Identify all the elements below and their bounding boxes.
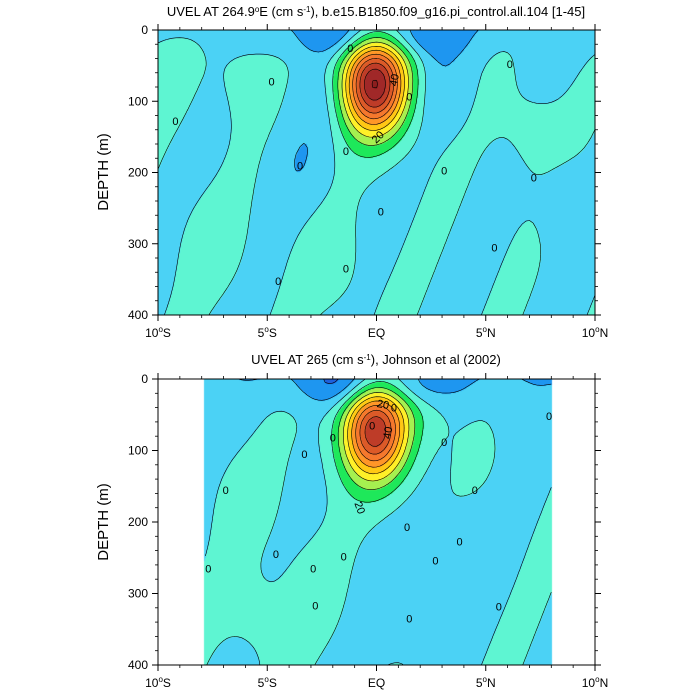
contour-label: 0 [406, 91, 412, 103]
chart-title: UVEL AT 264.9oE (cm s-1), b.e15.B1850.f0… [167, 4, 585, 19]
contour-label: 0 [297, 160, 303, 172]
contour-line [157, 29, 596, 316]
contour-label: 0 [347, 43, 353, 55]
contour-label: 0 [404, 522, 410, 534]
y-tick-label: 300 [128, 587, 148, 601]
contour-line [359, 409, 392, 455]
x-tick-label: EQ [368, 326, 385, 340]
contour-line [341, 41, 409, 138]
contour-label: 0 [472, 485, 478, 497]
contour-line [337, 37, 414, 146]
contour-line [364, 416, 387, 447]
contour-line [364, 68, 386, 101]
contour-label: 40 [381, 426, 395, 440]
chart-title: UVEL AT 265 (cm s-1), Johnson et al (200… [251, 352, 501, 367]
x-tick-label: 5oN [476, 675, 496, 690]
contour-line [371, 80, 378, 89]
contour-label: 0 [441, 165, 447, 177]
contour-label: 0 [269, 76, 275, 88]
contour-label: 0 [432, 556, 438, 568]
x-tick-label: 10oN [582, 675, 608, 690]
x-tick-label: 10oS [145, 675, 171, 690]
contour-label: 0 [341, 551, 347, 563]
contour-fill [158, 379, 595, 665]
contour-label: 0 [441, 437, 447, 449]
contour-line [331, 381, 424, 503]
contour-label: 0 [172, 116, 178, 128]
x-tick-label: 5oS [258, 675, 277, 690]
contour-label: 0 [273, 549, 279, 561]
contour-line [290, 29, 479, 172]
y-tick-label: 100 [128, 444, 148, 458]
contour-label: 0 [301, 449, 307, 461]
contour-label: 0 [496, 601, 502, 613]
contour-label: 0 [223, 485, 229, 497]
contour-line [332, 31, 419, 158]
x-axis: 10oS 5oS EQ 5oN 10oN [145, 373, 608, 690]
panel-model: UVEL AT 264.9oE (cm s-1), b.e15.B1850.f0… [95, 4, 608, 340]
contour-label: 40 [388, 73, 402, 87]
contour-label: 0 [406, 614, 412, 626]
contour-line [323, 378, 339, 384]
y-axis-label: DEPTH (m) [95, 133, 112, 211]
y-tick-label: 200 [128, 166, 148, 180]
contour-line [347, 396, 405, 475]
contour-line [355, 405, 396, 462]
contour-line [205, 378, 552, 666]
contour-label: 0 [343, 146, 349, 158]
contour-label: 0 [378, 207, 384, 219]
contour-line [343, 392, 410, 482]
contour-label: 0 [369, 420, 375, 432]
contour-label: 0 [310, 563, 316, 575]
contour-line [337, 387, 416, 490]
x-tick-label: 5oN [476, 325, 496, 340]
y-tick-label: 400 [128, 308, 148, 322]
y-tick-label: 0 [141, 372, 148, 386]
y-tick-label: 200 [128, 515, 148, 529]
contour-line [352, 53, 398, 120]
panel-observed: UVEL AT 265 (cm s-1), Johnson et al (200… [95, 352, 608, 690]
contour-label: 0 [546, 411, 552, 423]
contour-line [355, 58, 395, 114]
x-tick-label: 10oN [582, 325, 608, 340]
contour-fill [158, 30, 595, 315]
contour-line [359, 62, 391, 108]
contour-label: 0 [205, 563, 211, 575]
contour-label: 0 [456, 536, 462, 548]
contour-label: 20 [351, 500, 366, 516]
x-tick-label: EQ [368, 676, 385, 690]
x-tick-label: 5oS [258, 325, 277, 340]
x-axis: 10oS 5oS EQ 5oN 10oN [145, 24, 608, 340]
contour-lines [205, 378, 552, 666]
contour-line [351, 400, 400, 468]
x-tick-label: 10oS [145, 325, 171, 340]
contour-label: 0 [391, 403, 397, 415]
contour-label: 0 [343, 264, 349, 276]
contour-label: 0 [330, 433, 336, 445]
contour-label: 20 [376, 398, 390, 412]
y-tick-label: 300 [128, 237, 148, 251]
contour-label: 0 [312, 601, 318, 613]
contour-label: 0 [491, 242, 497, 254]
contour-line [348, 49, 402, 125]
contour-label: 0 [507, 59, 513, 71]
contour-label: 0 [531, 172, 537, 184]
y-tick-label: 100 [128, 94, 148, 108]
contour-lines [157, 29, 596, 316]
y-axis-label: DEPTH (m) [95, 483, 112, 561]
y-tick-label: 400 [128, 658, 148, 672]
y-tick-label: 0 [141, 23, 148, 37]
contour-label: 0 [275, 276, 281, 288]
contour-line [345, 46, 405, 131]
